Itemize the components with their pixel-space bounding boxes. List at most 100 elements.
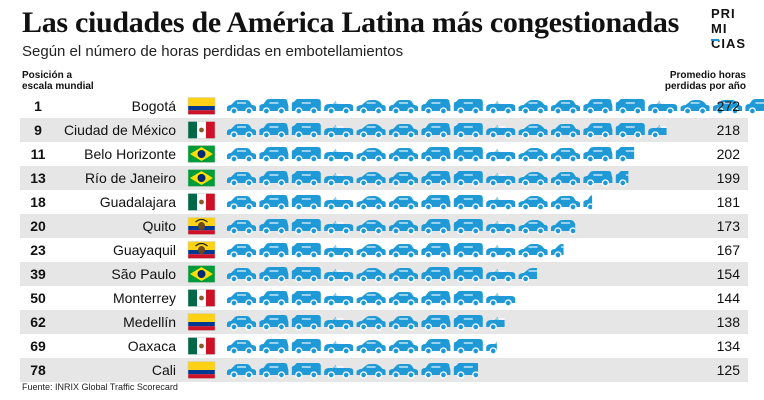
car-icon bbox=[486, 341, 497, 355]
car-icon bbox=[551, 196, 580, 211]
car-icon bbox=[259, 291, 289, 307]
car-icon bbox=[291, 123, 321, 139]
city-label: São Paulo bbox=[111, 266, 176, 282]
car-icon bbox=[486, 269, 516, 283]
car-icon bbox=[551, 244, 564, 259]
car-icon bbox=[291, 315, 321, 331]
car-icon bbox=[227, 148, 256, 163]
logo-line-3: CIAS bbox=[711, 36, 747, 51]
car-icon bbox=[259, 219, 289, 235]
chart-rows: 1 Bogotá 272 9 Ciudad de México 218 11 Belo Hor… bbox=[20, 97, 764, 382]
hours-label: 167 bbox=[717, 242, 741, 258]
table-row: 11 Belo Horizonte 202 bbox=[31, 145, 741, 163]
rank-label: 1 bbox=[34, 98, 42, 114]
car-icon bbox=[453, 243, 483, 259]
car-icon bbox=[291, 339, 321, 355]
hours-label: 134 bbox=[717, 338, 741, 354]
car-icon bbox=[583, 99, 613, 115]
car-icon bbox=[291, 99, 321, 115]
car-icon bbox=[356, 268, 386, 283]
table-row: 20 Quito 173 bbox=[20, 214, 748, 238]
car-icon bbox=[324, 365, 354, 379]
car-icon bbox=[324, 197, 354, 211]
car-icon bbox=[324, 149, 354, 163]
flag-mexico-icon bbox=[187, 121, 216, 139]
hours-label: 173 bbox=[717, 218, 741, 234]
rank-label: 20 bbox=[30, 218, 46, 234]
car-icon bbox=[389, 196, 418, 211]
rank-label: 39 bbox=[30, 266, 46, 282]
flag-brazil-icon bbox=[187, 265, 216, 283]
hours-label: 272 bbox=[717, 98, 741, 114]
bar-6 bbox=[227, 219, 576, 235]
car-icon bbox=[518, 148, 548, 163]
car-icon bbox=[356, 196, 386, 211]
rank-column-header: Posición a escala mundial bbox=[22, 70, 94, 92]
car-icon bbox=[453, 315, 483, 331]
table-row: 69 Oaxaca 134 bbox=[30, 337, 741, 355]
city-label: Guadalajara bbox=[100, 194, 176, 210]
bar-4 bbox=[227, 171, 629, 187]
hours-label: 202 bbox=[717, 146, 741, 162]
car-icon bbox=[259, 243, 289, 259]
bar-11 bbox=[227, 339, 497, 355]
flag-colombia-icon bbox=[187, 97, 216, 115]
rank-label: 78 bbox=[30, 362, 46, 378]
car-icon bbox=[421, 339, 451, 355]
hours-column-header: Promedio horas perdidas por año bbox=[664, 70, 746, 92]
car-icon bbox=[583, 195, 593, 211]
flag-colombia-icon bbox=[187, 361, 216, 379]
bar-3 bbox=[227, 147, 635, 163]
car-icon bbox=[453, 339, 483, 355]
table-row: 78 Cali 125 bbox=[20, 358, 748, 382]
city-label: Río de Janeiro bbox=[85, 170, 176, 186]
city-label: Monterrey bbox=[113, 290, 176, 306]
car-icon bbox=[551, 148, 580, 163]
city-label: Cali bbox=[152, 362, 176, 378]
car-icon bbox=[227, 196, 256, 211]
table-row: 62 Medellín 138 bbox=[20, 310, 748, 334]
car-icon bbox=[421, 243, 451, 259]
hours-label: 181 bbox=[717, 194, 741, 210]
car-icon bbox=[227, 316, 256, 331]
logo-line-1: PRI bbox=[711, 6, 736, 21]
car-icon bbox=[324, 341, 354, 355]
car-icon bbox=[615, 123, 645, 139]
rank-label: 62 bbox=[30, 314, 46, 330]
car-icon bbox=[259, 315, 289, 331]
city-label: Quito bbox=[143, 218, 177, 234]
car-icon bbox=[389, 172, 418, 187]
bar-7 bbox=[227, 243, 564, 259]
car-icon bbox=[291, 195, 321, 211]
flag-mexico-icon bbox=[187, 193, 216, 211]
car-icon bbox=[453, 267, 483, 283]
hours-label: 125 bbox=[717, 362, 741, 378]
table-row: 9 Ciudad de México 218 bbox=[20, 118, 748, 142]
bar-1 bbox=[227, 99, 764, 115]
car-icon bbox=[259, 195, 289, 211]
car-icon bbox=[324, 317, 354, 331]
rank-label: 9 bbox=[34, 122, 42, 138]
car-icon bbox=[291, 267, 321, 283]
car-icon bbox=[421, 219, 451, 235]
logo-line-2: MI bbox=[711, 21, 728, 36]
car-icon bbox=[389, 340, 418, 355]
chart-subtitle: Según el número de horas perdidas en emb… bbox=[22, 43, 404, 60]
bar-10 bbox=[227, 315, 505, 331]
car-icon bbox=[324, 173, 354, 187]
car-icon bbox=[356, 292, 386, 307]
car-icon bbox=[518, 220, 548, 235]
chart-title: Las ciudades de América Latina más conge… bbox=[22, 6, 680, 39]
car-icon bbox=[453, 171, 483, 187]
city-label: Medellín bbox=[123, 314, 176, 330]
car-icon bbox=[421, 363, 451, 379]
rank-label: 11 bbox=[31, 146, 46, 162]
car-icon bbox=[518, 196, 548, 211]
car-icon bbox=[486, 173, 516, 187]
flag-brazil-icon bbox=[187, 145, 216, 163]
car-icon bbox=[421, 195, 451, 211]
car-icon bbox=[227, 268, 256, 283]
car-icon bbox=[389, 364, 418, 379]
source-note: Fuente: INRIX Global Traffic Scorecard bbox=[22, 382, 178, 392]
